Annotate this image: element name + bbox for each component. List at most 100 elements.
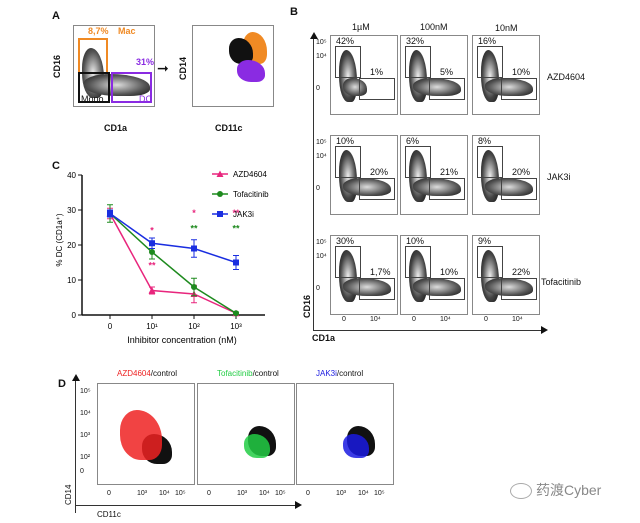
y-tick-label: 10³ — [80, 432, 91, 439]
lower-gate-percent: 5% — [440, 67, 454, 77]
panel-d-y-axis — [75, 380, 76, 513]
facs-plot-tofacitinib-1 — [400, 235, 468, 315]
y-tick-label: 10⁴ — [80, 410, 91, 417]
x-tick-label: 0 — [108, 322, 113, 331]
y-tick-label: 10⁴ — [316, 153, 327, 160]
drug-population — [343, 434, 369, 458]
population-tail — [343, 78, 367, 96]
significance-mark: ** — [190, 224, 198, 234]
panel-d-title-jak3i: JAK3i/control — [316, 369, 363, 378]
lower-gate — [359, 78, 395, 100]
facs-plot-tofacitinib-2 — [472, 235, 540, 315]
lower-gate-percent: 10% — [512, 67, 531, 77]
overlay-plot-azd4604 — [97, 383, 195, 485]
lower-gate-percent: 10% — [440, 267, 459, 277]
panel-a-label: A — [52, 10, 60, 22]
column-header-100nm: 100nM — [420, 22, 448, 32]
panel-a-right-plot — [192, 25, 274, 107]
drug-population — [120, 410, 162, 460]
panel-a-left-ylabel: CD16 — [52, 54, 62, 78]
panel-a-right-xlabel: CD11c — [215, 123, 243, 133]
population-tail — [413, 278, 461, 296]
column-header-1um: 1µM — [352, 22, 370, 32]
series-line-tofacitinib — [109, 212, 237, 314]
panel-d-x-axis — [75, 505, 295, 506]
lower-gate-percent: 21% — [440, 167, 459, 177]
population-tail — [485, 78, 533, 96]
upper-gate — [477, 46, 503, 78]
panel-d-label: D — [58, 378, 66, 390]
lower-gate — [359, 278, 395, 300]
upper-gate — [335, 146, 361, 178]
drug-name: AZD4604 — [117, 369, 151, 378]
x-tick-label: 0 — [412, 316, 416, 323]
x-tick-label: 10⁵ — [275, 490, 286, 497]
upper-gate-percent: 8% — [478, 136, 492, 146]
significance-mark: ** — [148, 260, 156, 270]
legend-marker — [216, 170, 224, 177]
x-tick-label: 10³ — [237, 490, 248, 497]
data-point-tofacitinib — [233, 310, 239, 317]
data-point-azd4604 — [148, 287, 156, 294]
panel-a-right-ylabel: CD14 — [178, 56, 188, 80]
x-tick-label: 0 — [207, 490, 211, 497]
data-point-tofacitinib — [191, 284, 197, 290]
data-point-jak3i — [191, 245, 197, 252]
x-tick-label: 10² — [188, 322, 200, 331]
lower-gate-percent: 1% — [370, 67, 384, 77]
dc-label: DC — [139, 94, 152, 104]
x-tick-label: 0 — [484, 316, 488, 323]
wechat-icon — [510, 483, 532, 500]
y-tick-label: 10⁴ — [316, 53, 327, 60]
dc-gate — [111, 72, 152, 103]
lower-gate — [501, 78, 537, 100]
upper-gate-percent: 6% — [406, 136, 420, 146]
mac-label: Mac — [118, 26, 136, 36]
upper-gate — [405, 46, 431, 78]
control-suffix: /control — [150, 369, 178, 378]
y-tick-label: 10 — [67, 276, 76, 285]
population-tail — [413, 178, 461, 196]
lower-gate — [429, 278, 465, 300]
significance-mark: * — [150, 225, 154, 235]
population-tail — [485, 278, 533, 296]
y-tick-label: 10² — [80, 454, 91, 461]
population-tail — [413, 78, 461, 96]
panel-d-x-arrow-icon — [295, 501, 302, 509]
panel-d-title-tofacitinib: Tofacitinib/control — [217, 369, 279, 378]
panel-b-x-axis — [313, 330, 542, 331]
x-tick-label: 10⁴ — [358, 490, 369, 497]
x-tick-label: 10⁵ — [175, 490, 186, 497]
facs-plot-jak3i-0 — [330, 135, 398, 215]
y-tick-label: 0 — [72, 311, 77, 320]
x-tick-label: 0 — [306, 490, 310, 497]
x-tick-label: 0 — [342, 316, 346, 323]
series-line-azd4604 — [109, 213, 237, 314]
y-tick-label: 10⁵ — [316, 39, 327, 46]
facs-plot-jak3i-1 — [400, 135, 468, 215]
upper-gate — [405, 146, 431, 178]
mono-projection — [229, 38, 253, 64]
upper-gate-percent: 10% — [336, 136, 355, 146]
lower-gate — [359, 178, 395, 200]
dc-population — [84, 74, 150, 96]
x-tick-label: 10³ — [336, 490, 347, 497]
y-tick-label: 30 — [67, 206, 76, 215]
watermark: 药渡Cyber — [510, 480, 601, 500]
upper-gate — [335, 246, 361, 278]
y-tick-label: 0 — [316, 185, 320, 192]
legend-marker — [217, 211, 223, 217]
upper-gate — [477, 146, 503, 178]
watermark-text: 药渡Cyber — [536, 482, 602, 498]
panel-b-y-axis — [313, 38, 314, 331]
facs-plot-azd4604-2 — [472, 35, 540, 115]
upper-gate-percent: 9% — [478, 236, 492, 246]
legend-marker — [217, 191, 223, 197]
upper-gate — [405, 246, 431, 278]
x-tick-label: 0 — [107, 490, 111, 497]
panel-d-title-azd4604: AZD4604/control — [117, 369, 177, 378]
dc-projection — [237, 60, 265, 82]
significance-mark: ** — [232, 208, 240, 218]
y-tick-label: 40 — [67, 171, 76, 180]
row-label-azd4604: AZD4604 — [547, 72, 586, 82]
